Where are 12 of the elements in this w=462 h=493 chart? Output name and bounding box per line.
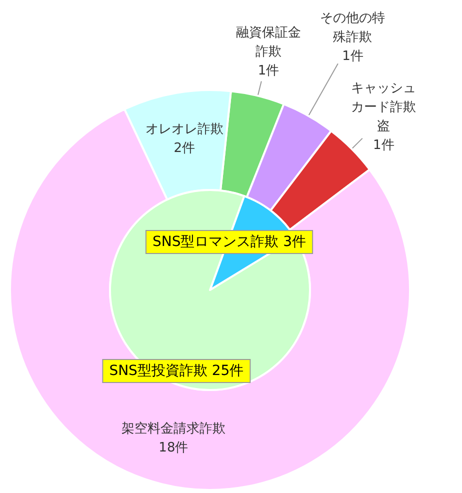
slice-label: キャッシュカード詐欺盗 xyxy=(351,81,416,134)
slice-label: 架空料金請求詐欺 xyxy=(121,422,226,437)
data-label: 1件 xyxy=(258,64,280,79)
slice-label: その他の特殊詐欺 xyxy=(320,11,386,46)
slice-label: オレオレ詐欺 xyxy=(145,122,224,138)
data-label: 2件 xyxy=(174,141,195,156)
data-label: 18件 xyxy=(158,440,188,456)
slice-label: SNS型ロマンス詐欺 3件 xyxy=(152,234,306,250)
slice-label: SNS型投資詐欺 25件 xyxy=(109,363,244,380)
data-label: 1件 xyxy=(372,138,394,154)
slice-label: 融資保証金詐欺 xyxy=(236,26,302,60)
data-label: 1件 xyxy=(342,49,364,64)
